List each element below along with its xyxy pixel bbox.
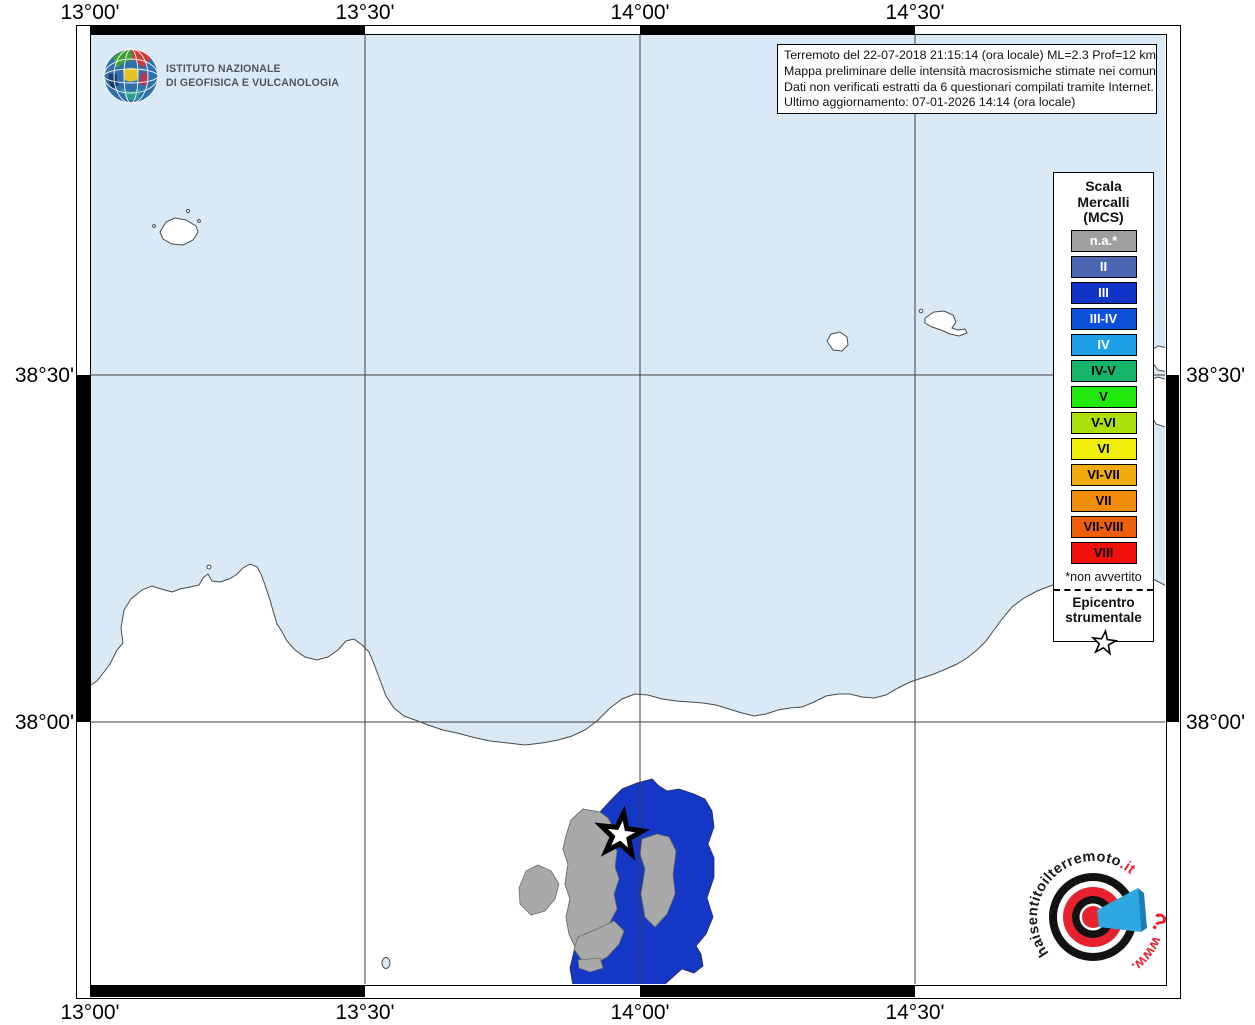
axis-label-bottom: 14°30' — [885, 1001, 945, 1024]
sicily-coastline — [91, 563, 1165, 984]
legend-epicenter-star-icon — [1090, 628, 1118, 656]
map-frame-outer — [76, 25, 1181, 999]
frame-band — [77, 375, 90, 722]
island-filicudi — [924, 310, 968, 337]
legend-swatch-iv: IV — [1070, 333, 1137, 356]
legend-box: Scala Mercalli (MCS) n.a.* II III III-IV… — [1053, 172, 1154, 656]
logo-question-mark: ? — [1145, 907, 1172, 938]
municipality-gray-west-region — [562, 808, 620, 955]
legend-footnote: *non avvertito — [1065, 569, 1142, 584]
axis-label-top: 13°00' — [60, 1, 120, 24]
axis-label-right: 38°30' — [1186, 364, 1246, 387]
legend-swatch-ii: II — [1070, 255, 1137, 278]
islet-capo-gallo — [206, 564, 212, 570]
axis-label-bottom: 14°00' — [610, 1001, 670, 1024]
islet-dot — [185, 208, 191, 214]
info-line-map: Mappa preliminare delle intensità macros… — [784, 63, 1157, 78]
axis-label-left: 38°00' — [14, 711, 74, 734]
islet-dot — [197, 219, 201, 223]
legend-divider — [1054, 588, 1153, 591]
logo-www-text: www. — [1128, 933, 1165, 974]
info-line-event: Terremoto del 22-07-2018 21:15:14 (ora l… — [784, 48, 1156, 62]
municipality-gray-middle-enclave — [639, 833, 677, 928]
axis-label-top: 14°30' — [885, 1, 945, 24]
frame-band — [640, 985, 915, 997]
ingv-globe-icon — [103, 48, 159, 104]
axis-label-top: 13°30' — [335, 1, 395, 24]
legend-title: Scala Mercalli (MCS) — [1077, 178, 1130, 225]
axis-label-top: 14°00' — [610, 1, 670, 24]
legend-swatch-viii: VIII — [1070, 541, 1137, 564]
legend-swatch-vi-vii: VI-VII — [1070, 463, 1137, 486]
legend-swatch-vii-viii: VII-VIII — [1070, 515, 1137, 538]
legend-swatch-v-vi: V-VI — [1070, 411, 1137, 434]
legend-swatch-iii-iv: III-IV — [1070, 307, 1137, 330]
municipality-gray-bottom-strip — [577, 957, 604, 973]
haisentitoilterremoto-logo: ? haisentitoilterremoto.it www. — [1025, 849, 1172, 975]
axis-label-bottom: 13°30' — [335, 1001, 395, 1024]
frame-band — [90, 26, 365, 34]
map-frame-inner — [90, 34, 1167, 986]
legend-swatch-na: n.a.* — [1070, 229, 1137, 252]
ingv-logo-line2: DI GEOFISICA E VULCANOLOGIA — [166, 76, 340, 89]
legend-swatch-vii: VII — [1070, 489, 1137, 512]
ingv-logo-line1: ISTITUTO NAZIONALE — [166, 63, 281, 75]
ingv-logo-text: ISTITUTO NAZIONALE DI GEOFISICA E VULCAN… — [166, 63, 339, 90]
axis-label-right: 38°00' — [1186, 711, 1246, 734]
logo-beam — [1097, 888, 1141, 932]
earthquake-info-box: Terremoto del 22-07-2018 21:15:14 (ora l… — [777, 44, 1157, 114]
info-line-data: Dati non verificati estratti da 6 questi… — [784, 79, 1154, 94]
info-line-updated: Ultimo aggiornamento: 07-01-2026 14:14 (… — [784, 95, 1076, 110]
municipality-gray-west-blob — [518, 864, 560, 916]
island-alicudi — [826, 331, 849, 352]
islet-dot — [152, 224, 156, 228]
islet-dot — [918, 308, 924, 314]
logo-beam-face — [1138, 888, 1147, 932]
frame-band — [1166, 375, 1179, 722]
legend-epicenter-label: Epicentro strumentale — [1065, 594, 1142, 625]
axis-label-left: 38°30' — [14, 364, 74, 387]
legend-swatch-iv-v: IV-V — [1070, 359, 1137, 382]
axis-label-bottom: 13°00' — [60, 1001, 120, 1024]
legend-swatch-v: V — [1070, 385, 1137, 408]
island-ustica — [159, 217, 199, 246]
small-lake — [381, 957, 391, 969]
legend-swatch-iii: III — [1070, 281, 1137, 304]
frame-band — [640, 26, 915, 34]
legend-swatch-vi: VI — [1070, 437, 1137, 460]
frame-band — [90, 985, 365, 997]
municipality-gray-south — [573, 920, 625, 965]
